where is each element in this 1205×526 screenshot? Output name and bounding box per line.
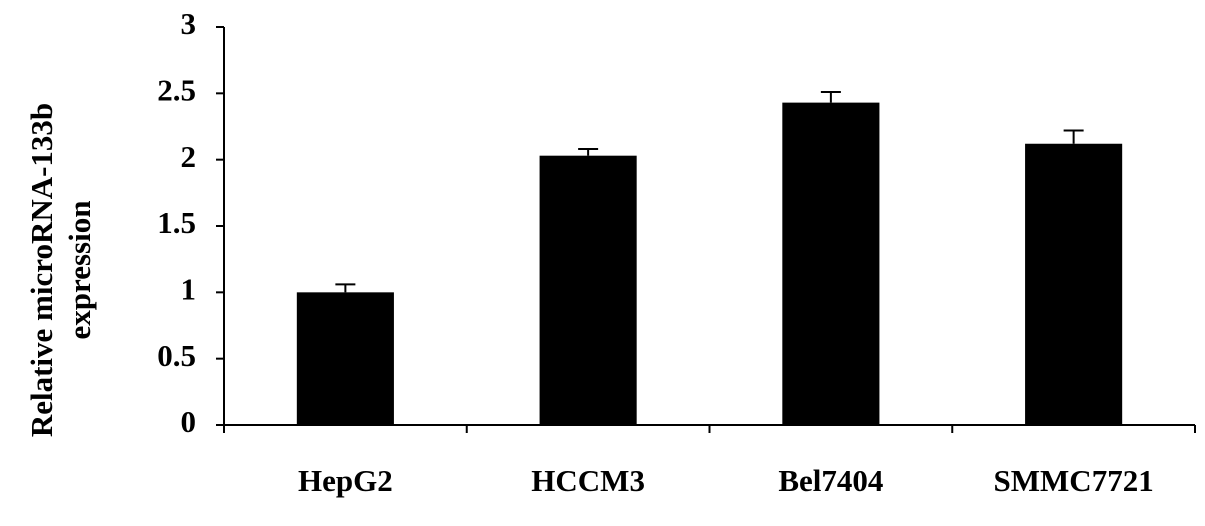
x-tick-label: HepG2 — [298, 463, 393, 498]
y-axis-label: expression — [62, 201, 97, 340]
x-tick-label: Bel7404 — [778, 463, 883, 498]
x-tick-label: HCCM3 — [531, 463, 645, 498]
y-tick-label: 3 — [181, 6, 197, 41]
y-tick-label: 1.5 — [157, 205, 196, 240]
error-bar — [335, 283, 356, 293]
y-tick-label: 2.5 — [157, 72, 196, 107]
y-tick-label: 0.5 — [157, 338, 196, 373]
x-tick-label: SMMC7721 — [994, 463, 1154, 498]
bar — [296, 292, 394, 425]
error-bar — [820, 91, 841, 103]
bar — [1025, 143, 1123, 425]
bar — [782, 102, 880, 426]
bar — [539, 155, 637, 426]
y-tick-label: 1 — [181, 271, 197, 306]
y-axis-label: Relative microRNA-133b — [24, 103, 59, 437]
error-bar — [578, 148, 599, 156]
error-bar — [1063, 129, 1084, 144]
y-tick-label: 0 — [181, 404, 197, 439]
y-tick-label: 2 — [181, 139, 197, 174]
